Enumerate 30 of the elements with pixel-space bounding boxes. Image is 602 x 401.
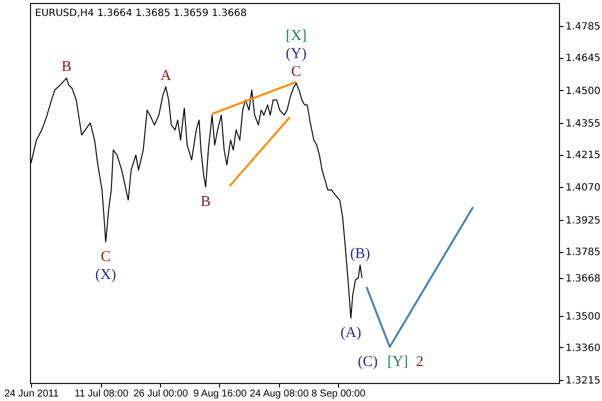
annotation: (Y) [286, 46, 307, 62]
y-tick-label: 1.3668 [566, 273, 600, 284]
y-tick-label: 1.3360 [566, 342, 600, 354]
y-tick-label: 1.3215 [566, 376, 600, 387]
x-tick-label: 24 Aug 08:00 [250, 388, 310, 400]
y-tick-label: 1.4070 [566, 182, 600, 194]
y-tick-label: 1.4785 [566, 22, 600, 33]
annotation: B [200, 194, 211, 210]
y-tick-label: 1.3785 [566, 247, 600, 258]
x-tick-label: 26 Jul 00:00 [133, 388, 188, 400]
y-tick-label: 1.4215 [566, 150, 600, 162]
y-tick-label: 1.3500 [566, 311, 600, 322]
annotation: (B) [350, 246, 370, 262]
x-tick-label: 11 Jul 08:00 [74, 388, 129, 400]
annotation: (C) [Y] 2 [358, 354, 424, 370]
x-tick-label: 9 Aug 16:00 [193, 388, 248, 400]
x-tick-label: 24 Jun 2011 [4, 388, 60, 400]
annotation: C [100, 249, 111, 266]
y-tick-label: 1.4500 [566, 86, 600, 97]
annotation: A [160, 68, 172, 84]
annotation: C [291, 64, 302, 80]
annotation: (X) [95, 267, 116, 284]
x-tick-label: 8 Sep 00:00 [311, 388, 366, 400]
y-tick-label: 1.4645 [566, 53, 600, 64]
annotation: [X] [286, 28, 307, 44]
annotation: (A) [340, 325, 362, 342]
y-tick-label: 1.3925 [566, 215, 600, 226]
chart-title: EURUSD,H4 1.3664 1.3685 1.3659 1.3668 [35, 8, 247, 19]
y-tick-label: 1.4355 [566, 118, 600, 130]
annotation: B [62, 59, 72, 76]
